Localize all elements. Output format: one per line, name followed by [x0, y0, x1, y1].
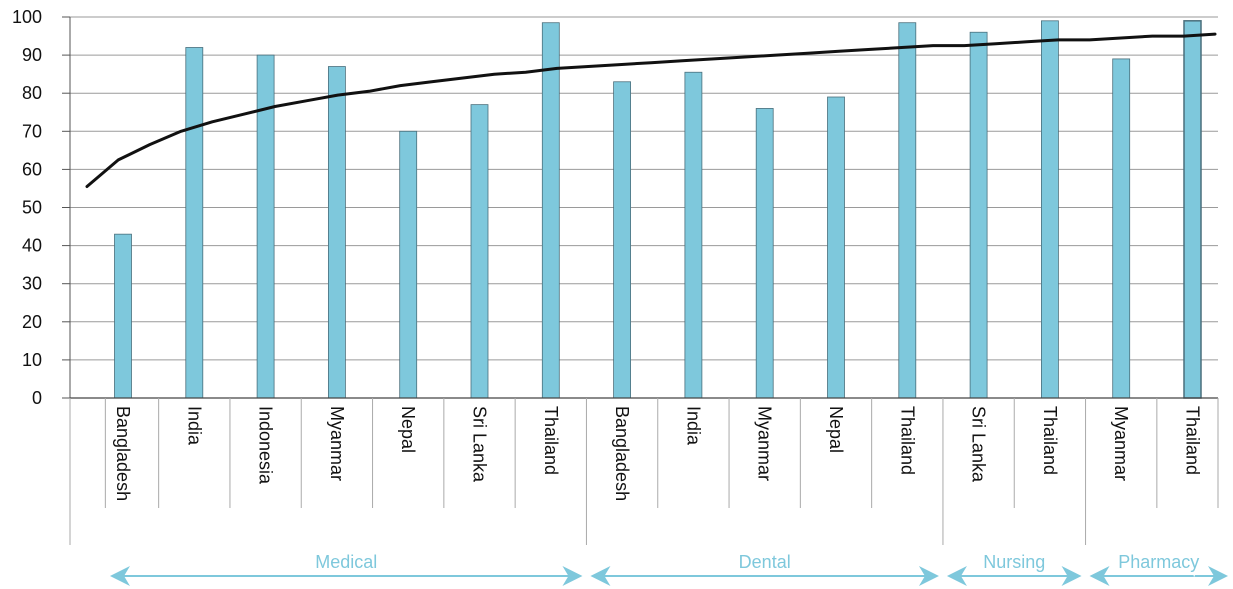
arrowhead-left — [110, 566, 130, 586]
ytick-label: 60 — [22, 159, 42, 179]
bar-9 — [684, 71, 703, 399]
ytick-label: 20 — [22, 312, 42, 332]
ytick-label: 90 — [22, 45, 42, 65]
category-label: Thailand — [541, 406, 561, 475]
group-label: Pharmacy — [1118, 552, 1199, 572]
arrowhead-right — [918, 566, 939, 586]
bar-6 — [470, 104, 489, 399]
category-label: Thailand — [1040, 406, 1060, 475]
category-label: Bangladesh — [113, 406, 133, 501]
bar-1 — [114, 233, 132, 399]
group-pharmacy: Pharmacy — [1089, 549, 1228, 586]
bar-13 — [969, 31, 988, 399]
y-axis-ticks: 0 10 20 30 40 50 60 70 80 90 100 — [12, 7, 71, 408]
bar-8 — [613, 81, 631, 399]
bars — [114, 20, 1202, 399]
arrowhead-left — [590, 566, 611, 586]
category-label: Sri Lanka — [470, 406, 490, 483]
bar-4 — [327, 66, 346, 399]
category-label: Indonesia — [256, 406, 276, 485]
ytick-label: 10 — [22, 350, 42, 370]
bar-2 — [185, 47, 204, 399]
arrowhead-left — [946, 566, 967, 586]
bar-5 — [399, 130, 418, 399]
arrowhead-right — [562, 566, 583, 586]
trend-line — [85, 32, 1217, 188]
bar-10 — [755, 108, 774, 399]
bar-12 — [898, 22, 917, 399]
ytick-label: 40 — [22, 236, 42, 256]
category-label: Nepal — [398, 406, 418, 453]
category-label: Thailand — [897, 406, 917, 475]
group-label: Nursing — [983, 552, 1045, 572]
category-label: Nepal — [826, 406, 846, 453]
ytick-label: 30 — [22, 274, 42, 294]
category-label: Myanmar — [327, 406, 347, 481]
bar-14 — [1041, 20, 1059, 399]
category-label: India — [683, 406, 703, 446]
ytick-label: 50 — [22, 198, 42, 218]
ytick-label: 100 — [12, 7, 42, 27]
arrowhead-right — [1208, 566, 1228, 586]
arrowhead-right — [1061, 566, 1082, 586]
ytick-label: 0 — [32, 388, 42, 408]
category-label: India — [184, 406, 204, 446]
x-axis: Bangladesh India Indonesia Myanmar Nepal Sri … — [69, 397, 1219, 545]
bar-16 — [1183, 20, 1202, 399]
arrowhead-left — [1089, 566, 1110, 586]
group-medical: Medical — [110, 549, 583, 586]
bar-15 — [1112, 58, 1131, 399]
category-label: Sri Lanka — [969, 406, 989, 483]
group-nursing: Nursing — [946, 549, 1082, 586]
group-dental: Dental — [590, 549, 939, 586]
ytick-label: 70 — [22, 121, 42, 141]
group-brackets: Medical Dental Nursing Pharmacy — [110, 549, 1228, 586]
trend-line-layer — [85, 32, 1217, 188]
category-label: Bangladesh — [612, 406, 632, 501]
group-label: Medical — [315, 552, 377, 572]
category-label: Myanmar — [1111, 406, 1131, 481]
category-label: Myanmar — [755, 406, 775, 481]
category-label: Thailand — [1183, 406, 1203, 475]
group-label: Dental — [739, 552, 791, 572]
bar-7 — [541, 22, 560, 399]
bar-11 — [827, 96, 845, 399]
ytick-label: 80 — [22, 83, 42, 103]
